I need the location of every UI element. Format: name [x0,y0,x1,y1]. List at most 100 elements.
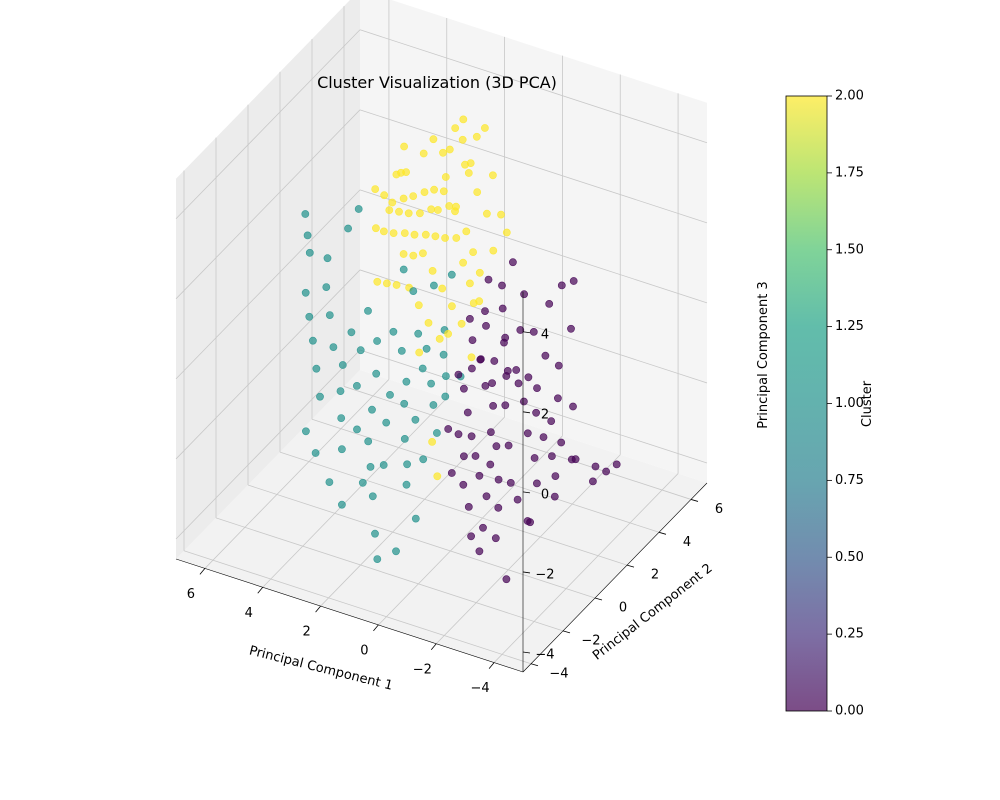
data-point-cluster-0 [529,327,538,336]
z-tick-label: 4 [541,327,549,342]
data-point-cluster-0 [467,432,476,441]
data-point-cluster-2 [435,334,444,343]
data-point-cluster-0 [498,304,507,313]
data-point-cluster-0 [482,492,491,501]
grid-line-z-back [359,29,708,144]
data-point-cluster-2 [502,228,511,237]
data-point-cluster-2 [397,168,405,177]
x-tick-mark [199,568,206,575]
z-axis-label: Principal Component 3 [756,281,771,428]
data-point-cluster-2 [399,250,408,258]
grid-line-z-left [175,109,361,300]
data-point-cluster-1 [441,392,450,401]
data-point-cluster-0 [520,290,528,299]
grid-line-z-left [175,349,361,540]
y-tick-label: −4 [549,666,568,681]
data-point-cluster-2 [475,268,484,277]
data-point-cluster-1 [323,254,332,263]
data-point-cluster-2 [469,248,477,256]
data-point-cluster-0 [463,408,472,417]
data-point-cluster-2 [395,207,403,216]
data-point-cluster-2 [431,232,440,241]
data-point-cluster-0 [523,429,532,438]
data-point-cluster-0 [571,455,580,464]
grid-line-z-left [175,29,361,220]
grid-line-x-floor [262,397,448,588]
data-point-cluster-0 [545,299,554,308]
y-tick-label: 0 [619,601,627,616]
grid-line-z-left [175,189,361,380]
data-point-cluster-2 [462,227,471,236]
data-point-cluster-1 [373,337,381,345]
data-point-cluster-0 [454,370,463,379]
data-point-cluster-2 [433,206,442,214]
data-point-cluster-0 [486,460,495,469]
data-point-cluster-0 [481,381,490,390]
floor-pane [176,370,707,672]
z-tick-mark [522,331,531,334]
data-point-cluster-2 [424,318,433,327]
data-point-cluster-2 [464,169,473,177]
data-point-cluster-1 [325,311,334,319]
z-tick-mark [522,571,531,574]
data-point-cluster-0 [476,355,485,364]
x-tick-label: 4 [245,606,253,621]
x-tick-label: 2 [302,625,310,640]
grid-line-x-floor [378,435,563,626]
colorbar-label: Cluster [860,380,875,427]
grid-line-z-back [359,269,708,384]
data-point-cluster-0 [468,336,477,344]
data-point-cluster-2 [388,198,397,207]
data-point-cluster-0 [533,479,541,488]
data-point-cluster-1 [368,492,377,501]
data-point-cluster-0 [541,351,550,360]
data-point-cluster-1 [439,350,448,359]
data-point-cluster-0 [539,433,548,441]
data-point-cluster-0 [475,471,484,480]
y-tick-mark [690,499,699,502]
x-tick-label: −2 [413,662,432,677]
data-point-cluster-2 [439,148,447,157]
data-point-cluster-1 [392,547,400,556]
data-point-cluster-0 [550,492,559,501]
data-point-cluster-2 [410,230,419,239]
data-point-cluster-1 [301,288,310,297]
data-point-cluster-2 [465,279,474,288]
data-point-cluster-1 [447,270,456,279]
data-point-cluster-1 [316,392,324,401]
data-point-cluster-0 [520,397,528,406]
grid-line-x-floor [493,473,679,663]
data-point-cluster-0 [509,258,517,267]
data-point-cluster-2 [452,234,461,242]
data-point-cluster-1 [303,231,312,240]
data-point-cluster-1 [386,390,394,399]
data-point-cluster-0 [516,326,525,334]
data-point-cluster-1 [399,265,408,274]
data-point-cluster-2 [459,115,468,124]
data-point-cluster-1 [337,500,346,509]
data-point-cluster-2 [415,209,424,218]
y-axis-line [522,482,708,673]
data-point-cluster-1 [427,379,435,388]
data-point-cluster-0 [467,364,476,373]
data-point-cluster-2 [399,194,408,203]
data-point-cluster-0 [464,502,473,511]
data-point-cluster-0 [557,438,566,447]
data-point-cluster-0 [512,366,521,374]
z-tick-mark [522,651,531,654]
data-point-cluster-2 [404,209,413,218]
colorbar-tick-label: 0.50 [835,550,864,565]
data-point-cluster-2 [441,173,450,181]
colorbar-tick-label: 0.00 [835,704,864,719]
data-point-cluster-0 [492,442,501,451]
data-point-cluster-0 [471,452,480,460]
data-point-cluster-1 [429,401,438,409]
data-point-cluster-1 [305,248,314,257]
data-point-cluster-2 [415,348,424,357]
data-point-cluster-0 [569,402,577,411]
data-point-cluster-1 [347,328,356,337]
data-point-cluster-2 [379,227,388,236]
data-point-cluster-2 [489,246,498,255]
data-point-cluster-2 [457,319,466,328]
data-point-cluster-1 [364,306,372,315]
